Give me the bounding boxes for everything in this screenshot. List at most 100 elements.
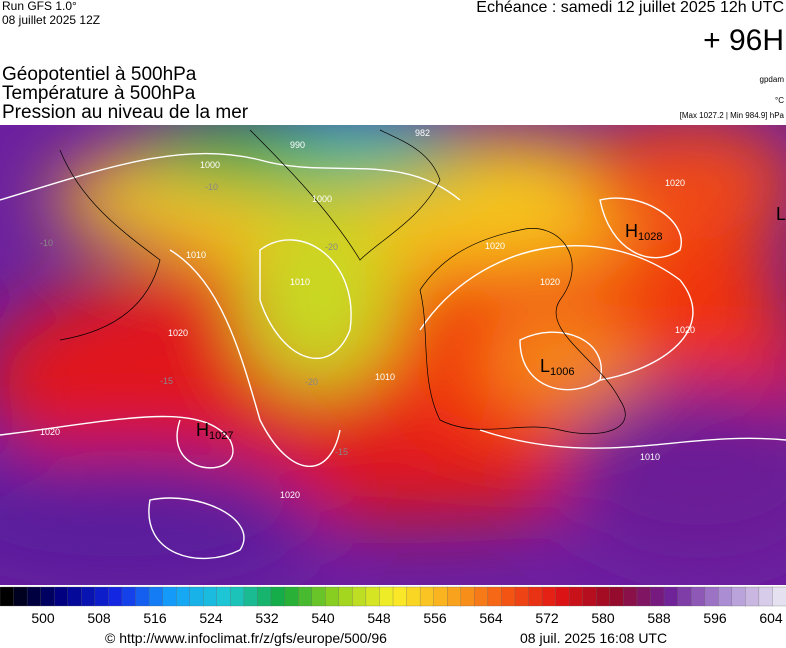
isobar-label: 1010 — [375, 372, 395, 382]
isobar-label: 1010 — [290, 277, 310, 287]
colorbar-tick-label: 540 — [311, 610, 335, 626]
colorbar-swatch — [636, 586, 652, 607]
run-date: 08 juillet 2025 12Z — [2, 13, 100, 27]
colorbar-swatch — [419, 586, 435, 607]
colorbar-swatch — [162, 586, 177, 607]
colorbar-swatch — [54, 586, 69, 607]
temperature-label: -20 — [325, 242, 338, 252]
colorbar-tick-label: 564 — [479, 610, 503, 626]
colorbar-swatch — [216, 586, 232, 607]
colorbar-swatch — [541, 586, 557, 607]
map-title: Géopotentiel à 500hPa — [2, 64, 197, 85]
colorbar-tick-label: 604 — [759, 610, 783, 626]
colorbar-swatch — [609, 586, 625, 607]
unit-label: °C — [775, 96, 784, 105]
temperature-label: -20 — [305, 377, 318, 387]
timestamp: 08 juil. 2025 16:08 UTC — [520, 630, 667, 646]
colorbar-tick-label: 516 — [143, 610, 167, 626]
colorbar-swatch — [569, 586, 584, 607]
colorbar-swatch — [596, 586, 611, 607]
temperature-label: -10 — [40, 238, 53, 248]
colorbar-swatch — [135, 586, 150, 607]
colorbar-swatch — [243, 586, 259, 607]
center-value: 1027 — [209, 430, 233, 442]
unit-label: [Max 1027.2 | Min 984.9] hPa — [680, 111, 785, 120]
map-title: Pression au niveau de la mer — [2, 102, 249, 123]
colorbar-swatch — [474, 586, 489, 607]
isobar-label: 1020 — [40, 427, 60, 437]
colorbar-swatch — [257, 586, 272, 607]
colorbar-tick-label: 572 — [535, 610, 559, 626]
colorbar-swatch — [338, 586, 353, 607]
colorbar-swatch — [230, 586, 245, 607]
colorbar-swatch — [325, 586, 340, 607]
colorbar-swatch — [704, 586, 719, 607]
colorbar-swatch — [582, 586, 597, 607]
colorbar-tick-label: 508 — [87, 610, 111, 626]
pressure-center: L — [776, 204, 786, 224]
colorbar-swatch — [487, 586, 503, 607]
isobar-label: 1020 — [540, 277, 560, 287]
colorbar-swatch — [447, 586, 462, 607]
isobar-label: 1020 — [168, 328, 188, 338]
map — [0, 125, 786, 585]
isobar-label: 982 — [415, 128, 430, 138]
colorbar-swatch — [297, 586, 313, 607]
isobar-label: 1020 — [675, 325, 695, 335]
colorbar-swatch — [40, 586, 55, 607]
center-letter: H — [196, 420, 209, 440]
colorbar-swatch — [311, 586, 326, 607]
center-letter: H — [625, 221, 638, 241]
isobar-label: 1020 — [280, 490, 300, 500]
isobar-label: 1010 — [186, 250, 206, 260]
colorbar-swatch — [0, 586, 15, 607]
colorbar-swatch — [650, 586, 665, 607]
isobar-label: 1000 — [312, 194, 332, 204]
isobar-label: 990 — [290, 140, 305, 150]
colorbar-swatch — [67, 586, 82, 607]
run: Run GFS 1.0° — [2, 0, 77, 13]
colorbar-swatch — [718, 586, 733, 607]
colorbar-swatch — [731, 586, 746, 607]
colorbar-tick-label: 596 — [703, 610, 727, 626]
colorbar-tick-label: 532 — [255, 610, 279, 626]
colorbar-swatch — [365, 586, 381, 607]
colorbar-swatch — [460, 586, 475, 607]
colorbar-swatch — [433, 586, 448, 607]
colorbar-swatch — [94, 586, 110, 607]
colorbar-swatch — [528, 586, 543, 607]
colorbar-tick-label: 588 — [647, 610, 671, 626]
colorbar-swatch — [121, 586, 137, 607]
echeance: Echéance : samedi 12 juillet 2025 12h UT… — [476, 0, 784, 16]
colorbar-tick-label: 524 — [199, 610, 223, 626]
temperature-label: -10 — [205, 182, 218, 192]
center-value: 1028 — [638, 231, 662, 243]
temperature-label: -15 — [160, 376, 173, 386]
colorbar-swatch — [677, 586, 692, 607]
colorbar-swatch — [392, 586, 408, 607]
colorbar-swatch — [189, 586, 204, 607]
center-letter: L — [776, 204, 786, 224]
isobar-label: 1000 — [200, 160, 220, 170]
colorbar-swatch — [203, 586, 218, 607]
center-letter: L — [540, 356, 550, 376]
colorbar-swatch — [270, 586, 286, 607]
isobar-label: 1020 — [665, 178, 685, 188]
colorbar-swatch — [514, 586, 530, 607]
colorbar-swatch — [352, 586, 367, 607]
colorbar-swatch — [623, 586, 638, 607]
colorbar-swatch — [555, 586, 570, 607]
colorbar-tick-label: 500 — [31, 610, 55, 626]
temperature-label: -15 — [335, 447, 348, 457]
colorbar-tick-label: 556 — [423, 610, 447, 626]
colorbar-swatch — [406, 586, 421, 607]
colorbar-swatch — [501, 586, 516, 607]
colorbar-swatch — [108, 586, 123, 607]
colorbar-swatch — [284, 586, 299, 607]
colorbar-swatch — [772, 586, 786, 607]
colorbar-swatch — [81, 586, 96, 607]
colorbar-swatch — [148, 586, 164, 607]
isobar-label: 1020 — [485, 241, 505, 251]
pressure-center: H1027 — [196, 420, 233, 442]
